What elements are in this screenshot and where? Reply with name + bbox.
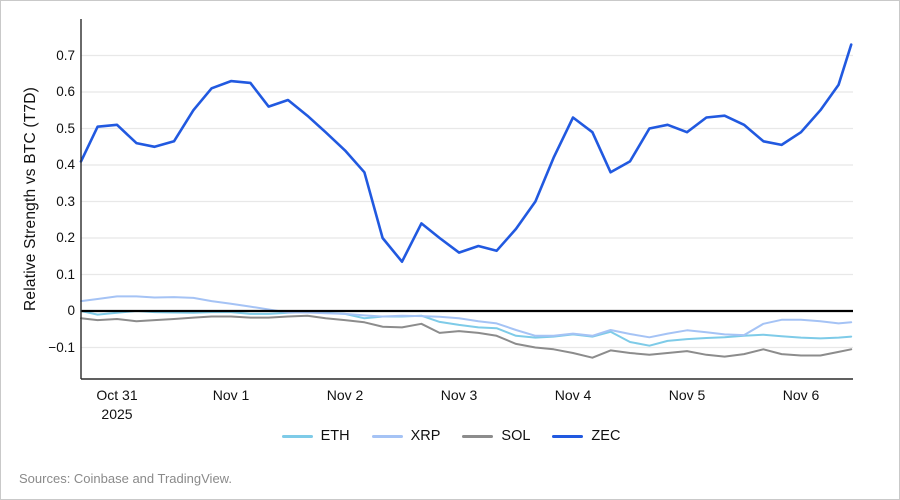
legend-line-swatch-xrp xyxy=(371,434,403,438)
x-tick-label: Nov 1 xyxy=(212,387,250,403)
series-line-eth xyxy=(80,310,853,347)
y-tick-label: 0.6 xyxy=(56,84,75,99)
x-tick-label: Nov 5 xyxy=(668,387,706,403)
legend-label: ZEC xyxy=(591,428,621,444)
x-tick-sublabel: 2025 xyxy=(101,406,133,422)
y-tick-label: 0.3 xyxy=(56,193,75,209)
legend-item-eth: ETH xyxy=(281,428,350,444)
legend-line-swatch-eth xyxy=(281,434,313,438)
series-line-xrp xyxy=(80,295,853,339)
y-tick-label: 0.2 xyxy=(56,230,75,245)
legend-item-xrp: XRP xyxy=(371,428,441,444)
y-tick-label: 0.5 xyxy=(56,120,75,136)
legend: ETH XRP SOL ZEC xyxy=(1,428,899,444)
x-tick-label: Nov 6 xyxy=(782,387,820,403)
y-tick-label: −0.1 xyxy=(48,339,75,355)
y-tick-label: 0.1 xyxy=(56,266,75,282)
series-line-sol xyxy=(80,314,853,359)
y-tick-label: 0.7 xyxy=(56,47,75,63)
series-line-zec xyxy=(79,43,853,264)
legend-line-swatch-sol xyxy=(462,434,494,438)
x-tick-label: Oct 31 2025 xyxy=(72,386,162,424)
x-tick-label: Nov 3 xyxy=(440,387,478,403)
legend-label: SOL xyxy=(501,428,531,444)
y-tick-label: 0 xyxy=(67,303,75,318)
y-tick-label: 0.4 xyxy=(56,157,75,172)
legend-item-sol: SOL xyxy=(462,428,530,444)
legend-label: ETH xyxy=(320,428,350,444)
source-note: Sources: Coinbase and TradingView. xyxy=(19,471,232,486)
x-tick-label: Nov 2 xyxy=(326,387,364,403)
x-tick-label: Nov 4 xyxy=(554,387,592,403)
legend-item-zec: ZEC xyxy=(552,428,620,444)
legend-label: XRP xyxy=(410,428,441,444)
legend-line-swatch-zec xyxy=(552,434,584,438)
